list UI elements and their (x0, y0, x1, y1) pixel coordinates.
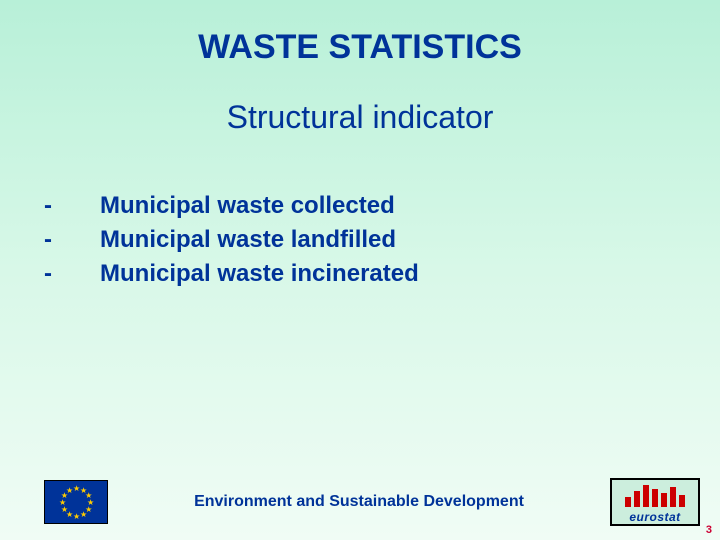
bullet-text: Municipal waste collected (100, 192, 395, 220)
eurostat-bar (634, 491, 640, 507)
eu-star-icon: ★ (80, 511, 87, 519)
eurostat-bar (661, 493, 667, 507)
eu-star-icon: ★ (61, 506, 68, 514)
bullet-list: - Municipal waste collected - Municipal … (44, 192, 720, 288)
list-item: - Municipal waste landfilled (44, 226, 720, 254)
eurostat-logo-icon: eurostat (610, 478, 700, 526)
eurostat-bars (625, 483, 685, 507)
bullet-text: Municipal waste incinerated (100, 260, 419, 288)
page-number: 3 (706, 524, 712, 536)
bullet-marker: - (44, 260, 100, 288)
bullet-text: Municipal waste landfilled (100, 226, 396, 254)
eurostat-bar (643, 485, 649, 507)
list-item: - Municipal waste incinerated (44, 260, 720, 288)
eu-star-icon: ★ (73, 513, 80, 521)
eu-star-icon: ★ (66, 487, 73, 495)
eurostat-bar (670, 487, 676, 507)
slide-title: WASTE STATISTICS (0, 0, 720, 67)
eurostat-bar (625, 497, 631, 507)
footer-text: Environment and Sustainable Development (108, 493, 610, 511)
bullet-marker: - (44, 226, 100, 254)
bullet-marker: - (44, 192, 100, 220)
eurostat-bar (679, 495, 685, 507)
eurostat-bars-icon (612, 480, 698, 510)
eu-star-icon: ★ (59, 499, 66, 507)
footer: ★★★★★★★★★★★★ Environment and Sustainable… (0, 478, 720, 526)
slide-subtitle: Structural indicator (0, 99, 720, 136)
eurostat-label: eurostat (612, 510, 698, 524)
eu-flag-icon: ★★★★★★★★★★★★ (44, 480, 108, 524)
eurostat-bar (652, 489, 658, 507)
list-item: - Municipal waste collected (44, 192, 720, 220)
slide: WASTE STATISTICS Structural indicator - … (0, 0, 720, 540)
